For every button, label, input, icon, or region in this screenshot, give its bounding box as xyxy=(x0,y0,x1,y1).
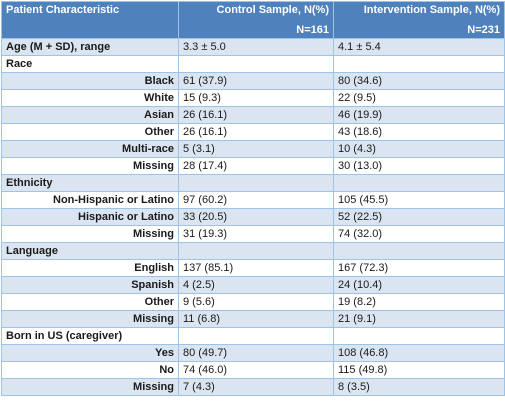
intervention-value: 46 (19.9) xyxy=(333,106,505,124)
table-row: Other 9 (5.6) 19 (8.2) xyxy=(1,293,505,311)
subcategory-label: Black xyxy=(1,72,179,90)
control-value: 31 (19.3) xyxy=(178,225,334,243)
table-row: Language xyxy=(1,242,505,260)
intervention-value: 167 (72.3) xyxy=(333,259,505,277)
control-value: 28 (17.4) xyxy=(178,157,334,175)
table-row: Spanish 4 (2.5) 24 (10.4) xyxy=(1,276,505,294)
header-intervention-n: N=231 xyxy=(467,24,500,36)
control-value: 15 (9.3) xyxy=(178,89,334,107)
table-row: No 74 (46.0) 115 (49.8) xyxy=(1,361,505,379)
control-value xyxy=(178,174,334,192)
category-label: Race xyxy=(1,55,179,73)
table-header: Patient Characteristic Control Sample, N… xyxy=(1,1,505,39)
category-label: Language xyxy=(1,242,179,260)
control-value: 7 (4.3) xyxy=(178,378,334,396)
table-row: Other 26 (16.1) 43 (18.6) xyxy=(1,123,505,141)
table-row: Age (M + SD), range 3.3 ± 5.0 4.1 ± 5.4 xyxy=(1,38,505,56)
table-row: Missing 7 (4.3) 8 (3.5) xyxy=(1,378,505,396)
control-value: 26 (16.1) xyxy=(178,106,334,124)
subcategory-label: Missing xyxy=(1,310,179,328)
header-control-label: Control Sample, N(%) xyxy=(216,4,329,16)
control-value: 26 (16.1) xyxy=(178,123,334,141)
subcategory-label: Missing xyxy=(1,157,179,175)
table-row: Born in US (caregiver) xyxy=(1,327,505,345)
subcategory-label: Spanish xyxy=(1,276,179,294)
table-row: Missing 28 (17.4) 30 (13.0) xyxy=(1,157,505,175)
control-value xyxy=(178,327,334,345)
category-label: Ethnicity xyxy=(1,174,179,192)
intervention-value: 19 (8.2) xyxy=(333,293,505,311)
subcategory-label: Missing xyxy=(1,378,179,396)
table-row: Black 61 (37.9) 80 (34.6) xyxy=(1,72,505,90)
intervention-value: 4.1 ± 5.4 xyxy=(333,38,505,56)
intervention-value: 52 (22.5) xyxy=(333,208,505,226)
subcategory-label: Other xyxy=(1,293,179,311)
patient-characteristics-table: Patient Characteristic Control Sample, N… xyxy=(1,1,505,396)
intervention-value: 22 (9.5) xyxy=(333,89,505,107)
control-value: 137 (85.1) xyxy=(178,259,334,277)
control-value: 3.3 ± 5.0 xyxy=(178,38,334,56)
intervention-value: 21 (9.1) xyxy=(333,310,505,328)
control-value xyxy=(178,55,334,73)
subcategory-label: Asian xyxy=(1,106,179,124)
header-intervention-label: Intervention Sample, N(%) xyxy=(363,4,500,16)
table-row: Missing 11 (6.8) 21 (9.1) xyxy=(1,310,505,328)
control-value: 61 (37.9) xyxy=(178,72,334,90)
control-value: 97 (60.2) xyxy=(178,191,334,209)
control-value: 80 (49.7) xyxy=(178,344,334,362)
intervention-value xyxy=(333,242,505,260)
intervention-value: 80 (34.6) xyxy=(333,72,505,90)
intervention-value: 43 (18.6) xyxy=(333,123,505,141)
subcategory-label: Missing xyxy=(1,225,179,243)
subcategory-label: Yes xyxy=(1,344,179,362)
control-value: 74 (46.0) xyxy=(178,361,334,379)
table-row: White 15 (9.3) 22 (9.5) xyxy=(1,89,505,107)
intervention-value xyxy=(333,174,505,192)
table-body: Age (M + SD), range 3.3 ± 5.0 4.1 ± 5.4 Rac… xyxy=(1,38,505,396)
table-row: English 137 (85.1) 167 (72.3) xyxy=(1,259,505,277)
category-label: Age (M + SD), range xyxy=(1,38,179,56)
table-row: Non-Hispanic or Latino 97 (60.2) 105 (45.5… xyxy=(1,191,505,209)
header-intervention-sample: Intervention Sample, N(%) N=231 xyxy=(333,1,505,39)
intervention-value: 115 (49.8) xyxy=(333,361,505,379)
intervention-value: 105 (45.5) xyxy=(333,191,505,209)
table-row: Multi-race 5 (3.1) 10 (4.3) xyxy=(1,140,505,158)
intervention-value: 108 (46.8) xyxy=(333,344,505,362)
control-value: 9 (5.6) xyxy=(178,293,334,311)
table-row: Race xyxy=(1,55,505,73)
table-row: Asian 26 (16.1) 46 (19.9) xyxy=(1,106,505,124)
table-row: Ethnicity xyxy=(1,174,505,192)
subcategory-label: Multi-race xyxy=(1,140,179,158)
intervention-value: 74 (32.0) xyxy=(333,225,505,243)
category-label: Born in US (caregiver) xyxy=(1,327,179,345)
header-row: Patient Characteristic Control Sample, N… xyxy=(1,1,505,39)
subcategory-label: Non-Hispanic or Latino xyxy=(1,191,179,209)
header-control-n: N=161 xyxy=(296,24,329,36)
control-value: 5 (3.1) xyxy=(178,140,334,158)
subcategory-label: White xyxy=(1,89,179,107)
intervention-value: 10 (4.3) xyxy=(333,140,505,158)
control-value: 33 (20.5) xyxy=(178,208,334,226)
header-control-sample: Control Sample, N(%) N=161 xyxy=(178,1,334,39)
intervention-value xyxy=(333,55,505,73)
table-row: Missing 31 (19.3) 74 (32.0) xyxy=(1,225,505,243)
control-value xyxy=(178,242,334,260)
subcategory-label: Hispanic or Latino xyxy=(1,208,179,226)
control-value: 11 (6.8) xyxy=(178,310,334,328)
header-patient-characteristic: Patient Characteristic xyxy=(1,1,179,39)
subcategory-label: English xyxy=(1,259,179,277)
intervention-value: 30 (13.0) xyxy=(333,157,505,175)
control-value: 4 (2.5) xyxy=(178,276,334,294)
table-row: Hispanic or Latino 33 (20.5) 52 (22.5) xyxy=(1,208,505,226)
table-row: Yes 80 (49.7) 108 (46.8) xyxy=(1,344,505,362)
subcategory-label: No xyxy=(1,361,179,379)
intervention-value: 8 (3.5) xyxy=(333,378,505,396)
intervention-value: 24 (10.4) xyxy=(333,276,505,294)
intervention-value xyxy=(333,327,505,345)
subcategory-label: Other xyxy=(1,123,179,141)
